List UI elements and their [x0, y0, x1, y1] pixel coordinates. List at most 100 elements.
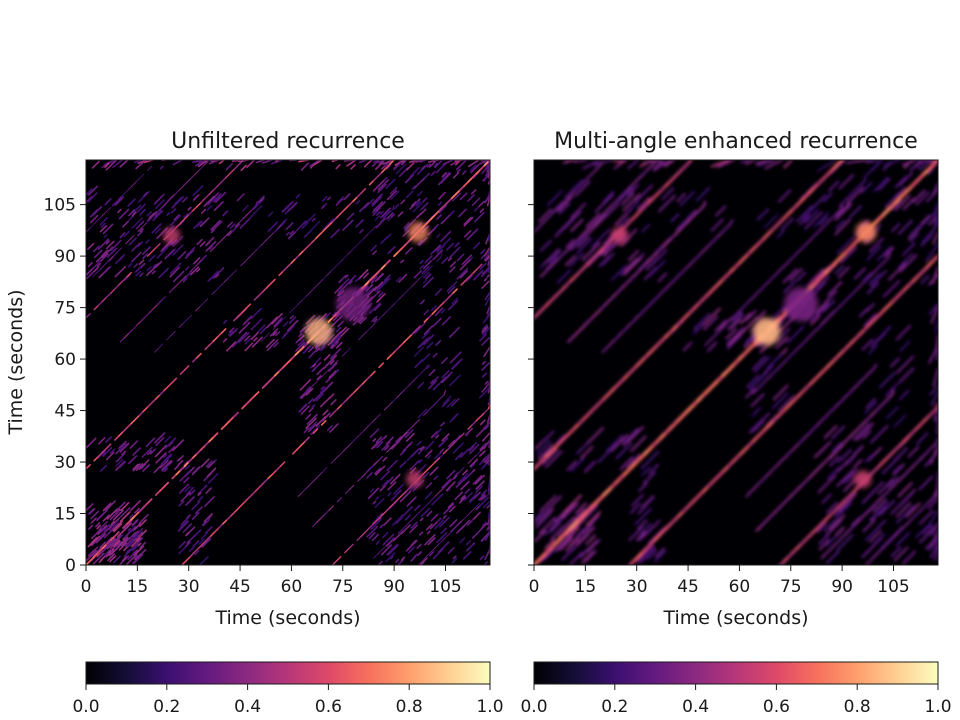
diagonal-segment [175, 222, 182, 229]
recurrence-segment [187, 206, 192, 211]
recurrence-segment [544, 538, 556, 550]
diagonal-segment [412, 376, 418, 382]
diagonal-segment [301, 295, 307, 301]
recurrence-segment [147, 450, 152, 456]
recurrence-segment [438, 437, 449, 448]
recurrence-segment [419, 445, 425, 451]
recurrence-segment [422, 197, 428, 203]
recurrence-segment [559, 536, 574, 551]
diagonal-segment [208, 340, 215, 347]
diagonal-segment [114, 284, 120, 290]
diagonal-segment [446, 531, 452, 537]
recurrence-segment [534, 511, 544, 521]
recurrence-segment [86, 437, 97, 449]
recurrence-segment [565, 239, 575, 249]
recurrence-segment [183, 213, 189, 219]
recurrence-segment [679, 190, 696, 207]
recurrence-segment [640, 465, 652, 477]
recurrence-segment [885, 406, 900, 420]
recurrence-segment [223, 319, 228, 324]
recurrence-segment [752, 419, 765, 432]
recurrence-segment [413, 553, 418, 558]
recurrence-segment [538, 208, 553, 223]
recurrence-segment [253, 337, 258, 342]
recurrence-segment [462, 469, 469, 476]
diagonal-segment [442, 535, 448, 541]
diagonal-segment [195, 306, 201, 312]
diagonal-segment [436, 257, 442, 263]
diagonal-segment [471, 172, 478, 179]
recurrence-segment [118, 208, 130, 220]
recurrence-segment [300, 387, 312, 399]
recurrence-segment [575, 442, 589, 455]
recurrence-segment [549, 521, 562, 533]
recurrence-segment [855, 422, 875, 441]
recurrence-segment [387, 481, 397, 491]
recurrence-segment [177, 459, 184, 466]
recurrence-segment [419, 264, 425, 270]
recurrence-segment [363, 198, 375, 209]
diagonal-segment [179, 218, 186, 224]
recurrence-segment [103, 234, 108, 238]
recurrence-segment [91, 546, 99, 554]
diagonal-segment [467, 458, 473, 464]
recurrence-segment [586, 254, 600, 267]
recurrence-segment [271, 317, 278, 323]
diagonal-segment [374, 318, 380, 324]
recurrence-segment [86, 188, 93, 196]
recurrence-segment [922, 524, 934, 535]
recurrence-segment [882, 279, 901, 298]
recurrence-segment [145, 239, 150, 244]
diagonal-segment [310, 479, 316, 485]
recurrence-segment [86, 503, 94, 512]
diagonal-segment [304, 388, 310, 394]
diagonal-segment [426, 500, 432, 506]
recurrence-segment [481, 372, 488, 378]
diagonal-segment [368, 275, 375, 282]
recurrence-segment [375, 465, 386, 476]
recurrence-segment [101, 246, 114, 259]
y-tick-label: 15 [54, 505, 76, 525]
recurrence-segment [432, 382, 441, 391]
recurrence-segment [387, 492, 392, 497]
recurrence-segment [565, 537, 580, 552]
recurrence-segment [371, 204, 381, 214]
diagonal-segment [296, 444, 302, 451]
recurrence-segment [129, 454, 138, 464]
recurrence-segment [383, 212, 388, 217]
recurrence-segment [191, 500, 201, 511]
recurrence-segment [117, 208, 122, 214]
diagonal-segment [197, 258, 203, 265]
recurrence-segment [169, 262, 182, 275]
recurrence-segment [90, 535, 101, 546]
recurrence-segment [184, 465, 190, 470]
diagonal-segment [192, 356, 198, 363]
recurrence-segment [641, 223, 651, 233]
recurrence-segment [580, 445, 594, 460]
recurrence-segment [322, 218, 335, 231]
diagonal-segment [245, 303, 252, 310]
recurrence-segment [905, 502, 921, 518]
recurrence-segment [449, 261, 457, 268]
recurrence-segment [433, 475, 439, 481]
diagonal-segment [419, 273, 425, 279]
recurrence-segment [789, 267, 803, 282]
diagonal-segment [357, 383, 364, 389]
recurrence-segment [368, 526, 378, 536]
recurrence-segment [136, 529, 147, 541]
recurrence-segment [423, 334, 435, 346]
recurrence-segment [756, 310, 767, 320]
diagonal-segment [147, 165, 153, 171]
diagonal-segment [341, 351, 347, 357]
recurrence-segment [139, 519, 147, 527]
recurrence-segment [383, 517, 392, 526]
recurrence-segment [379, 210, 384, 215]
recurrence-segment [387, 245, 396, 255]
recurrence-segment [399, 460, 407, 469]
diagonal-segment [182, 181, 188, 187]
recurrence-segment [801, 207, 814, 220]
diagonal-segment [435, 398, 441, 404]
recurrence-segment [309, 220, 321, 232]
recurrence-segment [561, 532, 575, 546]
